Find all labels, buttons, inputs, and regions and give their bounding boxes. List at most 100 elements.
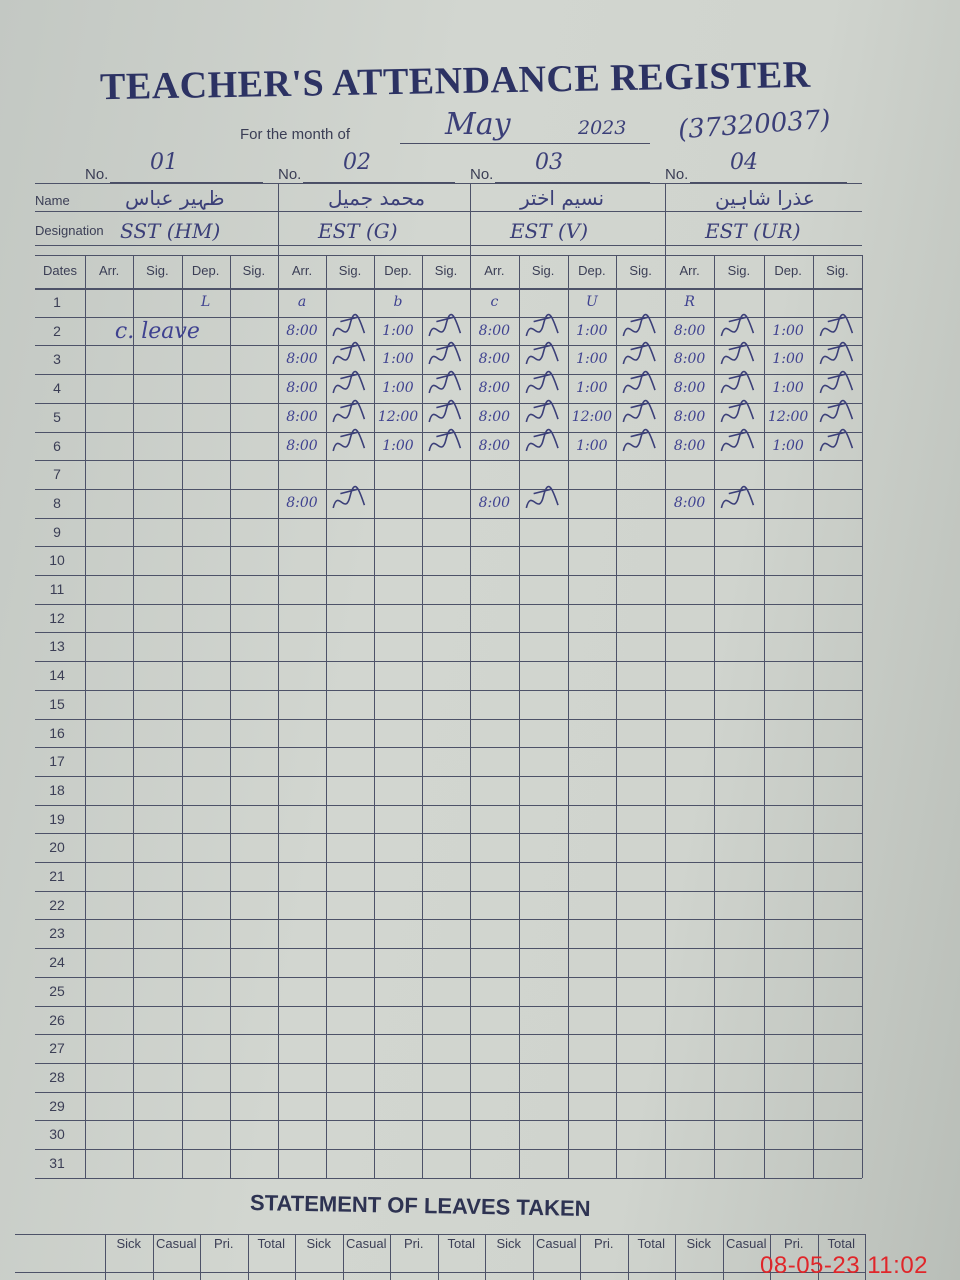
column-header-sig: Sig. <box>629 263 652 278</box>
teacher-designation: EST (V) <box>510 219 589 243</box>
row-line <box>35 919 862 921</box>
signature-scribble <box>525 428 559 451</box>
group-divider <box>665 255 666 1178</box>
row-line <box>35 1034 862 1036</box>
leave-column-header: Pri. <box>404 1236 424 1251</box>
row-line <box>35 1149 862 1150</box>
leave-column-header: Sick <box>116 1236 142 1251</box>
row-line <box>35 460 862 462</box>
attendance-entry: 1:00 <box>576 351 608 368</box>
signature-scribble <box>720 428 755 451</box>
column-header-dep: Dep. <box>384 263 412 278</box>
signature-scribble <box>622 342 657 365</box>
signature-scribble <box>332 485 366 509</box>
signature-scribble <box>332 313 366 336</box>
date-number: 28 <box>49 1068 65 1085</box>
attendance-entry: 1:00 <box>772 380 804 397</box>
attendance-entry: 8:00 <box>286 380 318 397</box>
teacher-designation: EST (G) <box>318 219 398 243</box>
leave-column-header: Sick <box>686 1236 712 1251</box>
leave-column-header: Casual <box>536 1236 577 1251</box>
column-header-dates: Dates <box>43 263 77 278</box>
signature-scribble <box>525 399 559 422</box>
column-header-sig: Sig. <box>146 263 169 278</box>
attendance-entry: 8:00 <box>478 494 511 511</box>
attendance-entry: 8:00 <box>673 408 706 425</box>
attendance-entry: U <box>585 294 598 310</box>
date-number: 7 <box>53 466 61 483</box>
teacher-name: نسیم اختر <box>520 186 605 210</box>
column-header-sig: Sig. <box>826 263 849 278</box>
column-divider <box>437 1234 439 1280</box>
signature-scribble <box>819 313 853 336</box>
column-divider <box>770 1234 771 1280</box>
attendance-grid: Name Designation ظہیر عباس SST (HM) محمد جمی… <box>35 183 863 1179</box>
column-divider <box>817 1234 819 1280</box>
month-label: For the month of <box>240 126 351 143</box>
attendance-entry: 1:00 <box>576 380 608 397</box>
leave-column-header: Casual <box>726 1236 767 1251</box>
attendance-entry: 8:00 <box>478 408 511 425</box>
signature-scribble <box>525 485 559 509</box>
date-number: 31 <box>49 1155 65 1171</box>
date-number: 21 <box>49 868 65 884</box>
signature-scribble <box>622 399 657 422</box>
attendance-entry: 8:00 <box>286 494 318 511</box>
signature-scribble <box>332 370 366 394</box>
month-value: May <box>445 107 511 142</box>
designation-label: Designation <box>35 223 104 238</box>
leave-column-header: Total <box>257 1236 285 1251</box>
column-divider <box>722 1234 724 1280</box>
leave-column-header: Pri. <box>594 1236 614 1251</box>
attendance-entry: 8:00 <box>286 351 318 368</box>
column-divider <box>763 255 765 1178</box>
date-number: 24 <box>49 954 65 971</box>
month-underline <box>400 143 650 144</box>
attendance-entry: 1:00 <box>382 322 414 339</box>
photo-timestamp: 08-05-23 11:02 <box>760 1252 929 1279</box>
attendance-entry: 1:00 <box>772 322 804 339</box>
column-divider <box>342 1234 344 1280</box>
column-divider <box>326 255 327 1178</box>
column-header-arr: Arr. <box>291 263 313 278</box>
attendance-entry: 8:00 <box>478 380 511 397</box>
signature-scribble <box>622 370 657 394</box>
column-divider <box>181 255 183 1178</box>
date-number: 19 <box>49 810 65 827</box>
column-header-sig: Sig. <box>531 263 555 278</box>
column-divider <box>532 1234 534 1280</box>
rule-line <box>15 1272 865 1273</box>
attendance-entry: L <box>200 294 211 310</box>
column-header-arr: Arr. <box>484 263 505 278</box>
leave-column-header: Sick <box>496 1236 522 1251</box>
column-divider <box>580 1234 581 1280</box>
attendance-entry: 1:00 <box>772 351 804 368</box>
leave-column-header: Casual <box>156 1236 197 1251</box>
date-number: 2 <box>53 322 61 339</box>
column-divider <box>865 1234 866 1280</box>
column-divider <box>390 1234 391 1280</box>
column-divider <box>812 255 814 1178</box>
attendance-entry: 1:00 <box>576 437 608 454</box>
group-divider <box>470 255 471 1178</box>
date-number: 6 <box>53 437 61 454</box>
date-number: 22 <box>49 896 65 913</box>
date-number: 27 <box>49 1040 65 1057</box>
attendance-entry: 8:00 <box>286 437 318 454</box>
teacher-number-underline <box>303 182 455 183</box>
date-number: 1 <box>53 294 61 310</box>
date-number: 13 <box>49 638 65 655</box>
attendance-entry: 8:00 <box>673 380 706 397</box>
attendance-entry: 12:00 <box>571 408 613 425</box>
date-number: 30 <box>49 1126 65 1143</box>
teacher-number: 02 <box>343 150 371 175</box>
column-header-sig: Sig. <box>434 263 458 278</box>
attendance-entry: b <box>393 294 403 310</box>
column-header-dep: Dep. <box>578 263 606 278</box>
signature-scribble <box>819 428 853 451</box>
signature-scribble <box>525 342 559 365</box>
row-line <box>35 546 862 548</box>
row-line <box>35 575 862 576</box>
column-divider <box>152 1234 154 1280</box>
column-divider <box>295 1234 296 1280</box>
